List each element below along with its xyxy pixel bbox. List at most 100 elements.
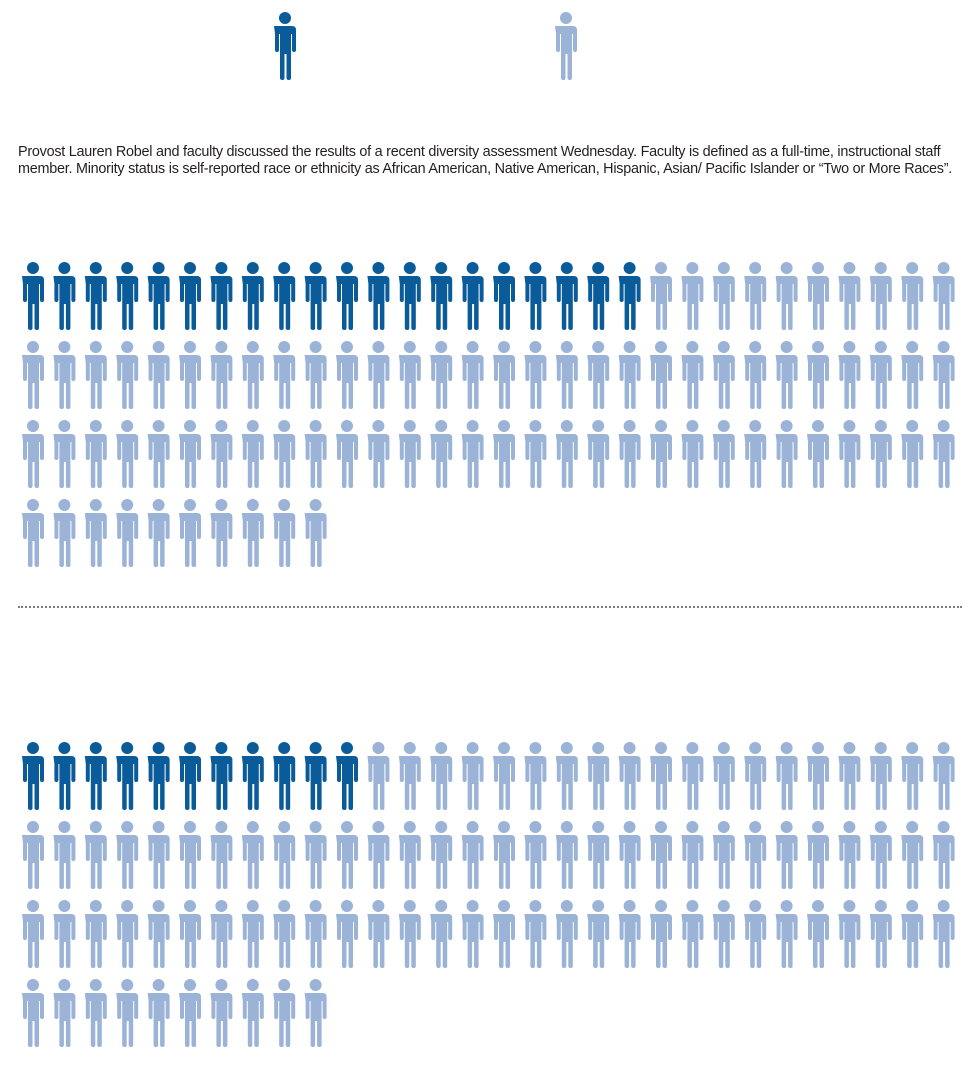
non-minority-person-icon: [273, 499, 296, 567]
non-minority-person-icon: [336, 341, 358, 409]
non-minority-person-icon: [398, 341, 421, 409]
non-minority-person-icon: [681, 900, 704, 968]
non-minority-person-icon: [775, 821, 798, 889]
non-minority-person-icon: [869, 821, 892, 889]
minority-person-icon: [241, 262, 264, 330]
non-minority-person-icon: [53, 900, 76, 968]
non-minority-person-icon: [901, 341, 924, 409]
non-minority-person-icon: [53, 341, 76, 409]
minority-person-icon: [84, 742, 107, 810]
legend-minority-person-icon: [274, 12, 296, 80]
non-minority-person-icon: [493, 341, 515, 409]
non-minority-person-icon: [22, 821, 44, 889]
non-minority-person-icon: [273, 900, 296, 968]
non-minority-person-icon: [241, 499, 264, 567]
non-minority-person-icon: [461, 742, 484, 810]
non-minority-person-icon: [838, 900, 861, 968]
non-minority-person-icon: [838, 420, 861, 488]
non-minority-person-icon: [744, 420, 767, 488]
description-text: Provost Lauren Robel and faculty discuss…: [18, 144, 973, 178]
non-minority-person-icon: [336, 821, 358, 889]
non-minority-person-icon: [838, 821, 861, 889]
non-minority-person-icon: [524, 900, 547, 968]
minority-person-icon: [53, 742, 76, 810]
non-minority-person-icon: [681, 420, 704, 488]
minority-person-icon: [210, 262, 233, 330]
non-minority-person-icon: [775, 262, 798, 330]
minority-person-icon: [179, 742, 201, 810]
non-minority-person-icon: [618, 742, 641, 810]
non-minority-person-icon: [53, 499, 76, 567]
non-minority-person-icon: [367, 742, 390, 810]
non-minority-person-icon: [524, 821, 547, 889]
minority-person-icon: [273, 742, 296, 810]
minority-person-icon: [304, 742, 327, 810]
non-minority-person-icon: [84, 821, 107, 889]
non-minority-person-icon: [367, 900, 390, 968]
non-minority-person-icon: [775, 341, 798, 409]
non-minority-person-icon: [901, 262, 924, 330]
non-minority-person-icon: [901, 900, 924, 968]
non-minority-person-icon: [838, 742, 861, 810]
non-minority-person-icon: [744, 262, 767, 330]
non-minority-person-icon: [587, 742, 610, 810]
non-minority-person-icon: [775, 742, 798, 810]
non-minority-person-icon: [147, 821, 170, 889]
non-minority-person-icon: [744, 821, 767, 889]
non-minority-person-icon: [22, 341, 44, 409]
non-minority-person-icon: [838, 262, 861, 330]
minority-person-icon: [461, 262, 484, 330]
non-minority-person-icon: [524, 742, 547, 810]
non-minority-person-icon: [273, 821, 296, 889]
non-minority-person-icon: [304, 499, 327, 567]
minority-person-icon: [273, 262, 296, 330]
minority-person-icon: [147, 262, 170, 330]
non-minority-person-icon: [775, 900, 798, 968]
non-minority-person-icon: [932, 821, 955, 889]
non-minority-person-icon: [807, 262, 829, 330]
minority-person-icon: [493, 262, 515, 330]
non-minority-person-icon: [681, 821, 704, 889]
non-minority-person-icon: [932, 420, 955, 488]
non-minority-person-icon: [147, 499, 170, 567]
non-minority-person-icon: [712, 821, 735, 889]
non-minority-person-icon: [807, 341, 829, 409]
legend-non-minority-person-icon: [555, 12, 577, 80]
non-minority-person-icon: [461, 900, 484, 968]
dotted-divider: [18, 606, 962, 608]
non-minority-person-icon: [901, 420, 924, 488]
non-minority-person-icon: [84, 499, 107, 567]
non-minority-person-icon: [84, 979, 107, 1047]
legend-non-minority-person-icon-shape: [555, 12, 577, 80]
non-minority-person-icon: [932, 341, 955, 409]
non-minority-person-icon: [116, 900, 139, 968]
non-minority-person-icon: [618, 420, 641, 488]
non-minority-person-icon: [587, 420, 610, 488]
non-minority-person-icon: [650, 420, 672, 488]
non-minority-person-icon: [53, 821, 76, 889]
non-minority-person-icon: [22, 420, 44, 488]
non-minority-person-icon: [712, 341, 735, 409]
minority-person-icon: [147, 742, 170, 810]
non-minority-person-icon: [241, 900, 264, 968]
non-minority-person-icon: [618, 341, 641, 409]
non-minority-person-icon: [869, 420, 892, 488]
non-minority-person-icon: [336, 420, 358, 488]
non-minority-person-icon: [932, 262, 955, 330]
non-minority-person-icon: [241, 420, 264, 488]
non-minority-person-icon: [838, 341, 861, 409]
non-minority-person-icon: [304, 900, 327, 968]
non-minority-person-icon: [179, 900, 201, 968]
non-minority-person-icon: [932, 742, 955, 810]
minority-person-icon: [367, 262, 390, 330]
non-minority-person-icon: [304, 979, 327, 1047]
non-minority-person-icon: [587, 900, 610, 968]
non-minority-person-icon: [555, 821, 578, 889]
non-minority-person-icon: [869, 262, 892, 330]
non-minority-person-icon: [712, 900, 735, 968]
non-minority-person-icon: [775, 420, 798, 488]
non-minority-person-icon: [22, 900, 44, 968]
pictograph-chart-1: [22, 262, 955, 567]
non-minority-person-icon: [430, 341, 453, 409]
minority-person-icon: [210, 742, 233, 810]
